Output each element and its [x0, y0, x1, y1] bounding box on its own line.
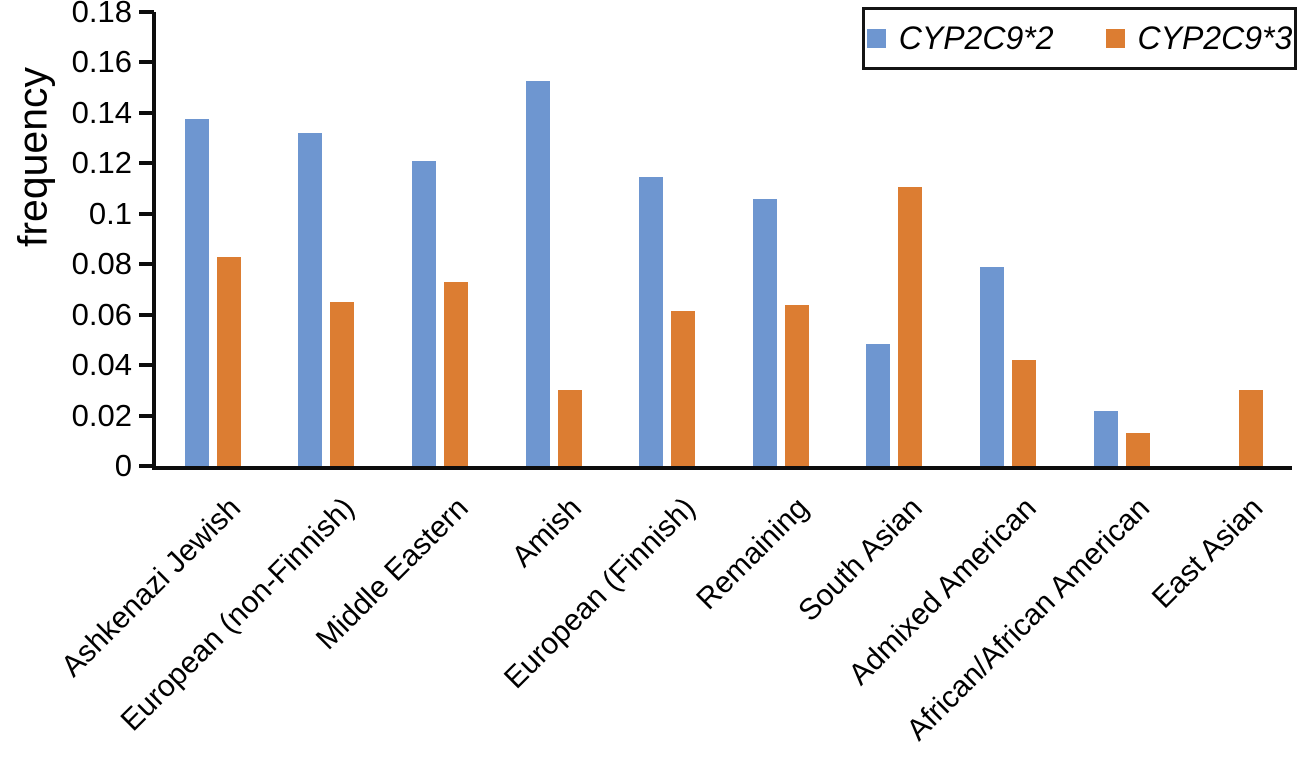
bar-group-east-asian: [1178, 12, 1292, 466]
plot-area: [152, 12, 1292, 470]
bar-group-ashkenazi-jewish: [156, 12, 270, 466]
y-axis-tick-mark: [139, 10, 154, 14]
legend-label-cyp2c9-2: CYP2C9*2: [898, 20, 1054, 56]
y-axis-tick-label: 0.02: [71, 397, 132, 433]
y-axis-tick-mark: [139, 363, 154, 368]
y-axis-tick-label: 0.04: [71, 347, 132, 383]
bar-cyp2c9-3-east-asian: [1239, 390, 1264, 466]
bar-cyp2c9-3-african-african-american: [1125, 433, 1150, 466]
bar-group-south-asian: [838, 12, 952, 466]
bar-cyp2c9-2-remaining: [752, 199, 777, 466]
legend-swatch-cyp2c9-2-icon: [866, 29, 886, 48]
bar-cyp2c9-2-african-african-american: [1093, 411, 1118, 466]
y-axis-tick-label: 0.16: [71, 44, 132, 80]
y-axis-tick-mark: [139, 161, 154, 166]
bar-cyp2c9-2-admixed-american: [979, 267, 1004, 466]
legend: CYP2C9*2 CYP2C9*3: [862, 7, 1297, 70]
y-axis-tick-label: 0: [114, 448, 132, 483]
y-axis-tick-label: 0.14: [71, 94, 132, 130]
y-axis-tick-mark: [139, 110, 154, 115]
bar-group-african-african-american: [1065, 12, 1179, 466]
y-axis-tick-mark: [139, 464, 154, 468]
y-axis-tick-mark: [139, 413, 154, 418]
y-axis-tick-mark: [139, 211, 154, 216]
legend-swatch-cyp2c9-3-icon: [1105, 29, 1125, 48]
y-axis-tick-mark: [139, 262, 154, 267]
x-axis-label-east-asian: East Asian: [1146, 491, 1270, 615]
bar-cyp2c9-3-south-asian: [898, 187, 923, 466]
y-axis-tick-mark: [139, 60, 154, 65]
x-axis-label-european-finnish: European (Finnish): [498, 491, 702, 696]
x-axis-label-amish: Amish: [505, 491, 589, 574]
legend-item-cyp2c9-3: CYP2C9*3: [1105, 20, 1293, 57]
x-axis-label-remaining: Remaining: [690, 491, 816, 617]
bar-group-amish: [497, 12, 611, 466]
bar-cyp2c9-2-european-non-finnish: [298, 133, 323, 466]
bar-cyp2c9-2-south-asian: [866, 344, 891, 466]
bar-cyp2c9-2-european-finnish: [639, 177, 664, 466]
y-axis-tick-label: 0.08: [71, 246, 132, 282]
bar-cyp2c9-3-remaining: [784, 305, 809, 466]
bar-cyp2c9-2-amish: [525, 81, 550, 466]
y-axis-tick-label: 0.18: [71, 0, 132, 29]
bar-cyp2c9-3-ashkenazi-jewish: [216, 257, 241, 466]
bar-cyp2c9-2-ashkenazi-jewish: [184, 119, 209, 466]
y-axis-tick-label: 0.06: [71, 296, 132, 332]
legend-item-cyp2c9-2: CYP2C9*2: [866, 20, 1054, 57]
bar-cyp2c9-3-european-non-finnish: [330, 302, 355, 466]
bar-cyp2c9-3-european-finnish: [671, 311, 696, 466]
x-axis-label-african-african-american: African/African American: [900, 491, 1157, 747]
bar-group-european-non-finnish: [270, 12, 384, 466]
bar-group-remaining: [724, 12, 838, 466]
bar-group-admixed-american: [951, 12, 1065, 466]
y-axis-tick-label: 0.1: [88, 195, 132, 231]
bar-group-middle-eastern: [383, 12, 497, 466]
y-axis-tick-label: 0.12: [71, 145, 132, 181]
bar-cyp2c9-3-middle-eastern: [443, 282, 468, 466]
bar-cyp2c9-3-amish: [557, 390, 582, 466]
bar-cyp2c9-2-middle-eastern: [411, 161, 436, 466]
bar-group-european-finnish: [610, 12, 724, 466]
legend-label-cyp2c9-3: CYP2C9*3: [1137, 20, 1293, 56]
x-axis-label-european-non-finnish: European (non-Finnish): [114, 491, 362, 738]
bar-cyp2c9-3-admixed-american: [1011, 360, 1036, 466]
y-axis-tick-mark: [139, 312, 154, 317]
